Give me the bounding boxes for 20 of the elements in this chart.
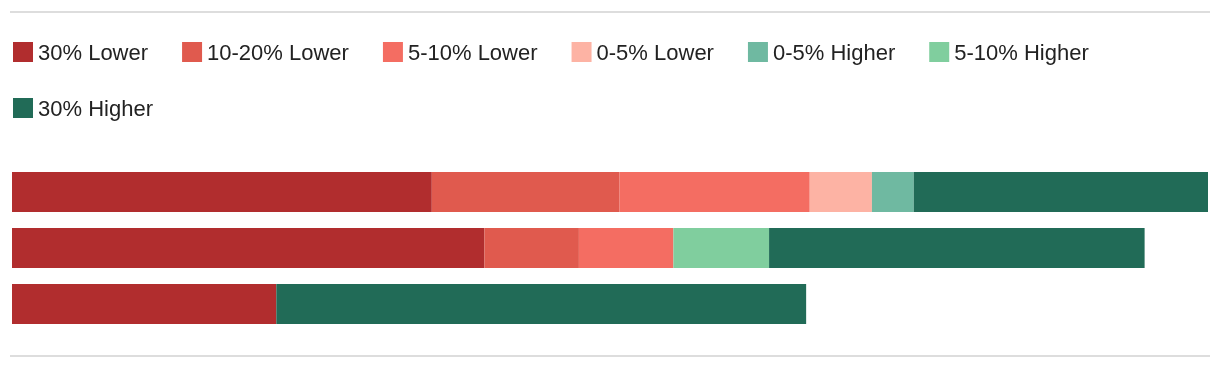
bar [12, 228, 485, 268]
legend-label: 30% Lower [38, 39, 149, 65]
bar [673, 228, 770, 268]
bar [619, 172, 810, 212]
bar [871, 172, 914, 212]
bar [913, 172, 1208, 212]
bar [809, 172, 872, 212]
bar [578, 228, 674, 268]
bar [431, 172, 620, 212]
bar [276, 284, 807, 324]
legend-label: 5-10% Lower [407, 39, 538, 65]
legend-label: 30% Higher [38, 95, 153, 121]
bar [484, 228, 579, 268]
legend-label: 0-5% Higher [772, 39, 896, 65]
legend-label: 0-5% Lower [596, 39, 714, 65]
bar [769, 228, 1145, 268]
legend-label: 10-20% Lower [207, 39, 349, 65]
legend-label: 5-10% Higher [954, 39, 1089, 65]
bar [12, 172, 432, 212]
bar [12, 284, 277, 324]
